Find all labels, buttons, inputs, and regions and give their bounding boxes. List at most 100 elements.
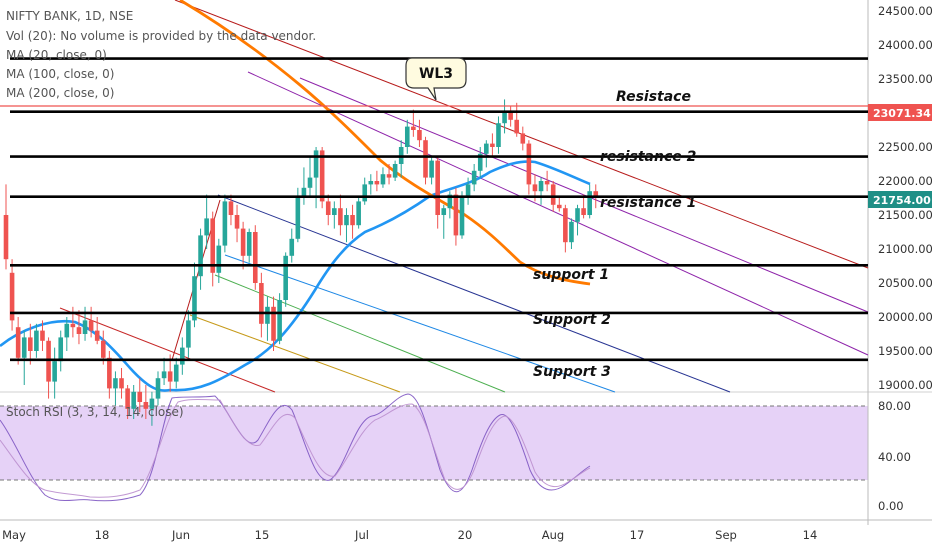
rsi-tick-label: 80.00 (878, 399, 911, 413)
candle-body (526, 143, 532, 185)
candle-body (380, 174, 386, 185)
candle-body (107, 357, 112, 389)
candle-body (271, 306, 276, 341)
level-lines (0, 57, 932, 362)
time-tick-label: Sep (715, 528, 737, 542)
time-tick-label: Jun (171, 528, 190, 542)
candle-body (532, 184, 538, 192)
candle-body (210, 218, 216, 273)
candle-body (283, 255, 288, 300)
candle-body (9, 272, 15, 321)
candle-body (186, 320, 191, 348)
candle-body (587, 191, 592, 215)
candle-body (180, 347, 185, 365)
candle-body (265, 306, 270, 324)
rsi-tick-label: 40.00 (878, 450, 911, 464)
candle-body (550, 184, 556, 205)
level-label-resistance-1: resistance 1 (600, 195, 696, 211)
stoch-rsi-band (0, 406, 868, 480)
symbol-title: NIFTY BANK, 1D, NSE (6, 9, 133, 23)
time-tick-label: 18 (95, 528, 110, 542)
candle-body (161, 371, 167, 379)
candle-body (307, 177, 313, 188)
level-label-resistance: Resistace (616, 89, 691, 105)
candle-body (569, 221, 574, 243)
channel-line-1 (59, 307, 276, 393)
channel-line-5 (217, 194, 731, 393)
candle-body (167, 371, 173, 382)
candle-body (435, 160, 440, 215)
level-label-support-2: Support 2 (533, 312, 611, 328)
wl3-label: WL3 (419, 66, 453, 82)
time-tick-label: Jul (354, 528, 369, 542)
candle-body (52, 361, 57, 382)
candle-body (34, 330, 39, 351)
channel-line-4 (224, 254, 616, 393)
candle-body (289, 238, 295, 256)
candle-body (88, 320, 94, 331)
time-tick-label: 17 (630, 528, 645, 542)
time-tick-label: 15 (255, 528, 270, 542)
price-tick-label: 24500.00 (878, 4, 932, 18)
candle-body (563, 208, 568, 243)
level-label-resistance-2: resistance 2 (600, 149, 696, 165)
level-label-support-3: Support 3 (533, 364, 611, 380)
candle-body (240, 228, 246, 256)
candle-body (70, 323, 76, 328)
candle-body (544, 181, 550, 185)
candle-body (362, 184, 368, 202)
stoch-rsi-lines (0, 393, 591, 502)
candle-body (338, 208, 343, 226)
candle-body (137, 391, 143, 402)
candle-body (459, 198, 465, 236)
time-tick-label: 20 (458, 528, 473, 542)
candle-body (441, 208, 447, 215)
candle-body (204, 218, 209, 236)
candle-body (392, 164, 398, 178)
candle-body (252, 232, 258, 283)
candle-body (581, 208, 586, 215)
channel-line-2 (189, 314, 401, 393)
channel-line-3 (214, 274, 506, 393)
candle-body (28, 337, 33, 351)
candle-body (58, 337, 64, 362)
channel-line-6 (247, 71, 869, 356)
stoch-rsi-label: Stoch RSI (3, 3, 14, 14, close) (6, 405, 184, 419)
last-price-text: 21754.00 (873, 194, 931, 207)
candle-body (417, 130, 422, 141)
candle-body (94, 330, 100, 341)
candle-body (404, 126, 410, 147)
candle-body (301, 187, 307, 198)
price-tick-label: 19000.00 (878, 378, 932, 392)
time-tick-label: May (2, 528, 26, 542)
candle-body (344, 215, 349, 226)
candle-body (332, 208, 337, 215)
price-tick-label: 21500.00 (878, 208, 932, 222)
price-tick-label: 20500.00 (878, 276, 932, 290)
candle-body (228, 201, 234, 215)
candle-body (246, 232, 252, 256)
candle-body (173, 364, 179, 382)
candle-body (356, 201, 361, 226)
ma20-line (0, 160, 591, 392)
ma-orange-line (179, 0, 591, 286)
candle-body (386, 174, 392, 178)
candle-body (222, 201, 228, 246)
wl3-callout[interactable]: WL3 (405, 57, 467, 101)
candle-body (423, 140, 428, 178)
price-tick-label: 20000.00 (878, 310, 932, 324)
candle-body (411, 126, 416, 130)
last-price-tag: 21754.00 (868, 191, 932, 208)
candle-body (325, 201, 331, 215)
stoch-rsi-k-line (0, 393, 591, 502)
price-tick-label: 24000.00 (878, 38, 932, 52)
candle-body (3, 215, 9, 260)
time-axis: May 18 Jun 15 Jul 20 Aug 17 Sep 14 (2, 528, 817, 542)
candle-body (21, 337, 27, 358)
candle-body (508, 113, 513, 120)
indicator-ma200: MA (200, close, 0) (6, 86, 114, 100)
candle-body (277, 300, 282, 341)
candle-body (259, 283, 264, 324)
candle-body (471, 170, 477, 185)
